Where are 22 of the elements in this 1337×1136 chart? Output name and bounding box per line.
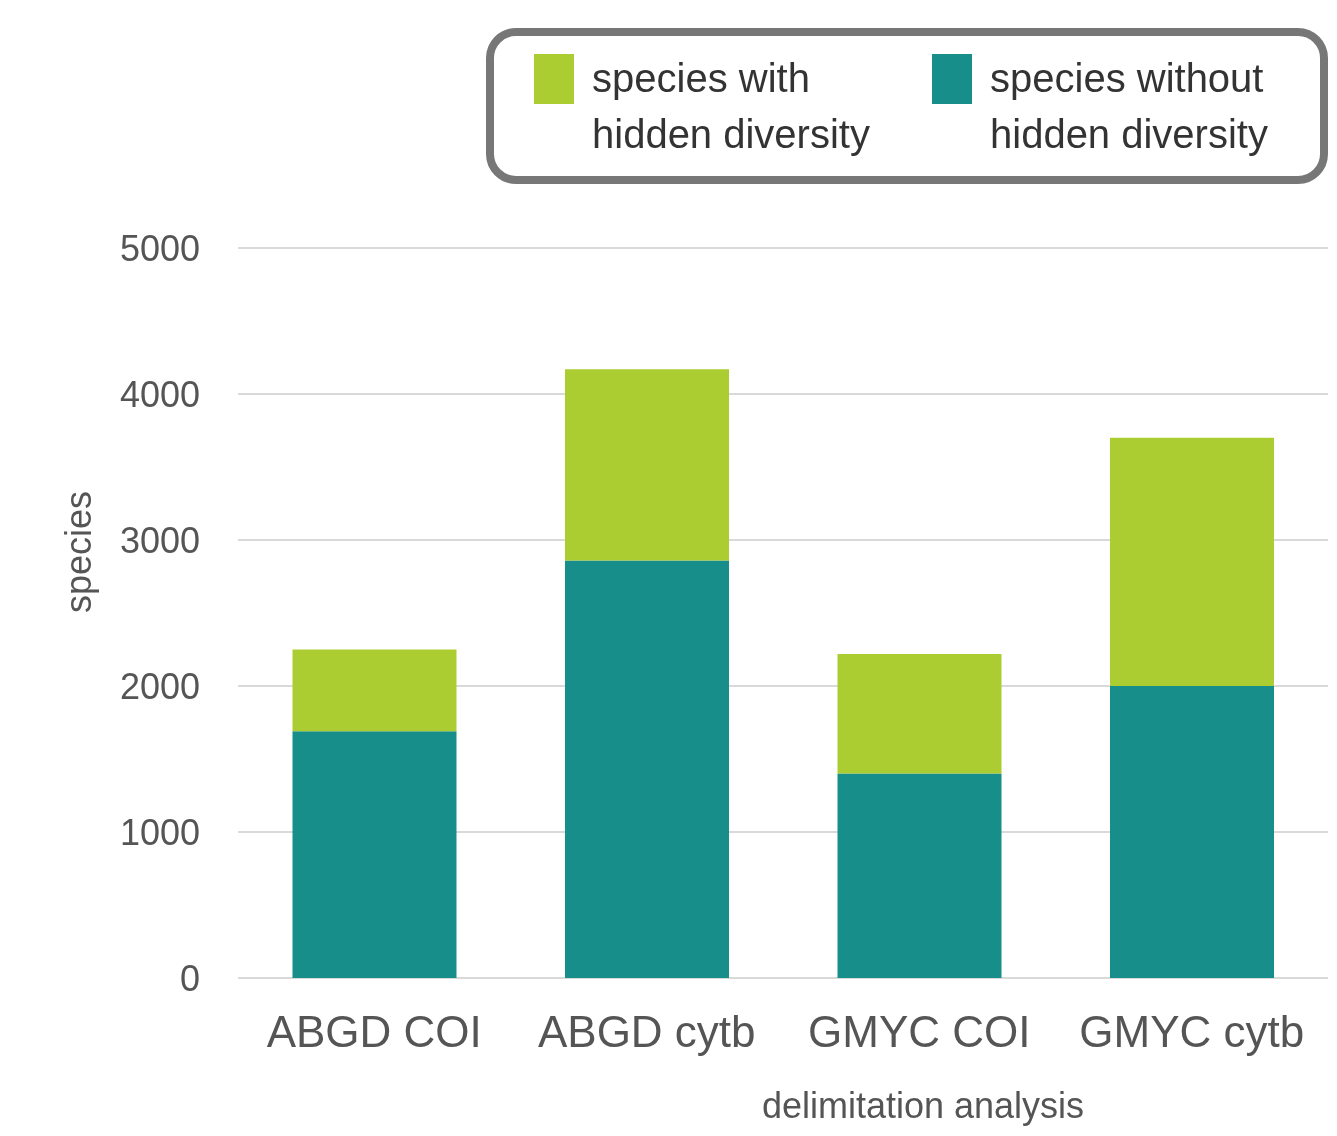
bar xyxy=(565,369,729,561)
bar xyxy=(837,773,1002,978)
bar xyxy=(837,653,1002,774)
x-tick-label: ABGD COI xyxy=(266,1007,482,1057)
y-tick-label: 2000 xyxy=(119,665,200,707)
x-tick-label: ABGD cytb xyxy=(537,1007,756,1057)
bar xyxy=(1110,437,1274,686)
x-tick-label: GMYC cytb xyxy=(1079,1007,1305,1057)
bar xyxy=(292,731,457,978)
legend-label: species without hidden diversity xyxy=(990,55,1269,158)
bar xyxy=(565,560,729,978)
y-tick-label: 4000 xyxy=(119,373,200,415)
x-tick-label: GMYC COI xyxy=(808,1007,1031,1057)
bar xyxy=(1110,686,1274,978)
y-axis-title: species xyxy=(57,490,99,613)
x-axis-title: delimitation analysis xyxy=(761,1085,1085,1126)
legend-label: species with hidden diversity xyxy=(592,55,871,158)
y-tick-label: 3000 xyxy=(119,519,200,561)
bar xyxy=(292,649,457,732)
y-tick-label: 1000 xyxy=(119,811,200,853)
y-tick-label: 5000 xyxy=(119,227,200,269)
y-tick-label: 0 xyxy=(179,957,200,999)
